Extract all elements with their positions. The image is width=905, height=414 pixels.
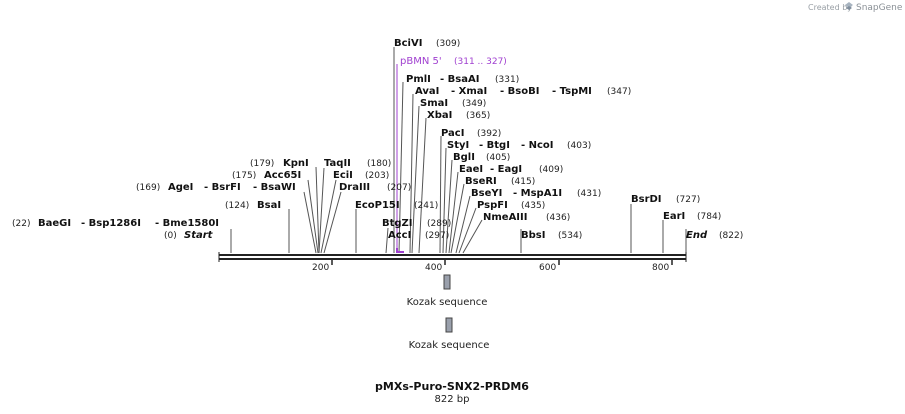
tick-label: 600 bbox=[539, 263, 556, 273]
site-acci[interactable]: AccI bbox=[388, 230, 411, 241]
site-bcivi-pos: (309) bbox=[436, 39, 460, 49]
site-pmli-pos: (331) bbox=[495, 75, 519, 85]
site-pmli[interactable]: PmlI bbox=[406, 74, 431, 85]
site-styi[interactable]: StyI bbox=[447, 140, 469, 151]
end-pos: (822) bbox=[719, 231, 743, 241]
tick-label: 800 bbox=[652, 263, 669, 273]
dna-backbone bbox=[218, 252, 687, 262]
site-bsai-pos: (124) bbox=[225, 201, 249, 211]
site-pspfi[interactable]: PspFI bbox=[477, 200, 508, 211]
site-ecii[interactable]: EciI bbox=[333, 170, 353, 181]
site-draiii-pos: (207) bbox=[387, 183, 411, 193]
site-bseyi[interactable]: BseYI bbox=[471, 188, 502, 199]
primer-name: pBMN 5' bbox=[400, 56, 442, 67]
site-btgzi-pos: (289) bbox=[427, 219, 451, 229]
site-styi-pos: (403) bbox=[567, 141, 591, 151]
tick-label: 400 bbox=[425, 263, 442, 273]
kozak-feature-1[interactable] bbox=[443, 274, 451, 290]
site-acc65i[interactable]: Acc65I bbox=[264, 170, 301, 181]
site-acci-pos: (297) bbox=[425, 231, 449, 241]
ruler-ticks bbox=[331, 259, 673, 265]
site-draiii[interactable]: DraIII bbox=[339, 182, 370, 193]
site-bsrfi[interactable]: - BsrFI bbox=[204, 182, 241, 193]
site-baegi-pos: (22) bbox=[12, 219, 30, 229]
site-bseri-pos: (415) bbox=[511, 177, 535, 187]
site-bbsi[interactable]: BbsI bbox=[521, 230, 545, 241]
site-bseyi-pos: (431) bbox=[577, 189, 601, 199]
start-label: Start bbox=[184, 230, 214, 241]
site-ncoi[interactable]: - NcoI bbox=[521, 140, 554, 151]
site-acc65i-pos: (175) bbox=[232, 171, 256, 181]
site-eari-pos: (784) bbox=[697, 212, 721, 222]
site-nmeaiii[interactable]: NmeAIII bbox=[483, 212, 527, 223]
site-avai[interactable]: AvaI bbox=[415, 86, 439, 97]
kozak-feature-2[interactable] bbox=[445, 317, 453, 333]
site-btgzi[interactable]: BtgZI bbox=[382, 218, 413, 229]
site-bsai[interactable]: BsaI bbox=[257, 200, 281, 211]
site-ecop15i-pos: (241) bbox=[414, 201, 438, 211]
site-taqii-pos: (180) bbox=[367, 159, 391, 169]
site-eari[interactable]: EarI bbox=[663, 211, 685, 222]
credit-prefix: Created by bbox=[808, 3, 852, 12]
site-tspmi[interactable]: - TspMI bbox=[552, 86, 592, 97]
site-bcivi[interactable]: BciVI bbox=[394, 38, 422, 49]
site-bsp1286i[interactable]: - Bsp1286I bbox=[81, 218, 141, 229]
site-bsawi[interactable]: - BsaWI bbox=[253, 182, 296, 193]
end-label: End bbox=[686, 230, 708, 241]
site-smai[interactable]: SmaI bbox=[420, 98, 448, 109]
primer-pbmn5[interactable] bbox=[396, 64, 404, 253]
site-ecop15i[interactable]: EcoP15I bbox=[355, 200, 400, 211]
site-bme1580i[interactable]: - Bme1580I bbox=[155, 218, 219, 229]
site-eagi[interactable]: - EagI bbox=[490, 164, 522, 175]
map-title: pMXs-Puro-SNX2-PRDM6 bbox=[375, 380, 529, 393]
site-eaei-pos: (409) bbox=[539, 165, 563, 175]
snapgene-logo-icon bbox=[845, 2, 853, 10]
site-xbai[interactable]: XbaI bbox=[427, 110, 452, 121]
site-leader-lines bbox=[230, 47, 687, 254]
site-bsobi[interactable]: - BsoBI bbox=[500, 86, 539, 97]
site-bseri[interactable]: BseRI bbox=[465, 176, 497, 187]
site-paci-pos: (392) bbox=[477, 129, 501, 139]
site-kpni[interactable]: KpnI bbox=[283, 158, 309, 169]
primer-range: (311 .. 327) bbox=[454, 57, 507, 67]
site-bsaai[interactable]: - BsaAI bbox=[440, 74, 479, 85]
site-smai-pos: (349) bbox=[462, 99, 486, 109]
site-mspa1i[interactable]: - MspA1I bbox=[513, 188, 562, 199]
site-avai-pos: (347) bbox=[607, 87, 631, 97]
site-pspfi-pos: (435) bbox=[521, 201, 545, 211]
site-bgli[interactable]: BglI bbox=[453, 152, 475, 163]
site-kpni-pos: (179) bbox=[250, 159, 274, 169]
site-bbsi-pos: (534) bbox=[558, 231, 582, 241]
site-agei-pos: (169) bbox=[136, 183, 160, 193]
site-ecii-pos: (203) bbox=[365, 171, 389, 181]
site-paci[interactable]: PacI bbox=[441, 128, 464, 139]
feature-label: Kozak sequence bbox=[407, 297, 488, 308]
feature-label: Kozak sequence bbox=[409, 340, 490, 351]
map-length: 822 bp bbox=[435, 394, 470, 405]
site-xbai-pos: (365) bbox=[466, 111, 490, 121]
site-taqii[interactable]: TaqII bbox=[324, 158, 351, 169]
site-nmeaiii-pos: (436) bbox=[546, 213, 570, 223]
site-bsrdi[interactable]: BsrDI bbox=[631, 194, 662, 205]
site-btgi[interactable]: - BtgI bbox=[479, 140, 510, 151]
site-agei[interactable]: AgeI bbox=[168, 182, 193, 193]
site-baegi[interactable]: BaeGI bbox=[38, 218, 71, 229]
tick-label: 200 bbox=[312, 263, 329, 273]
credit-brand: SnapGene bbox=[856, 3, 903, 13]
site-bgli-pos: (405) bbox=[486, 153, 510, 163]
site-eaei[interactable]: EaeI bbox=[459, 164, 483, 175]
site-xmai[interactable]: - XmaI bbox=[451, 86, 487, 97]
start-pos: (0) bbox=[164, 231, 177, 241]
site-bsrdi-pos: (727) bbox=[676, 195, 700, 205]
